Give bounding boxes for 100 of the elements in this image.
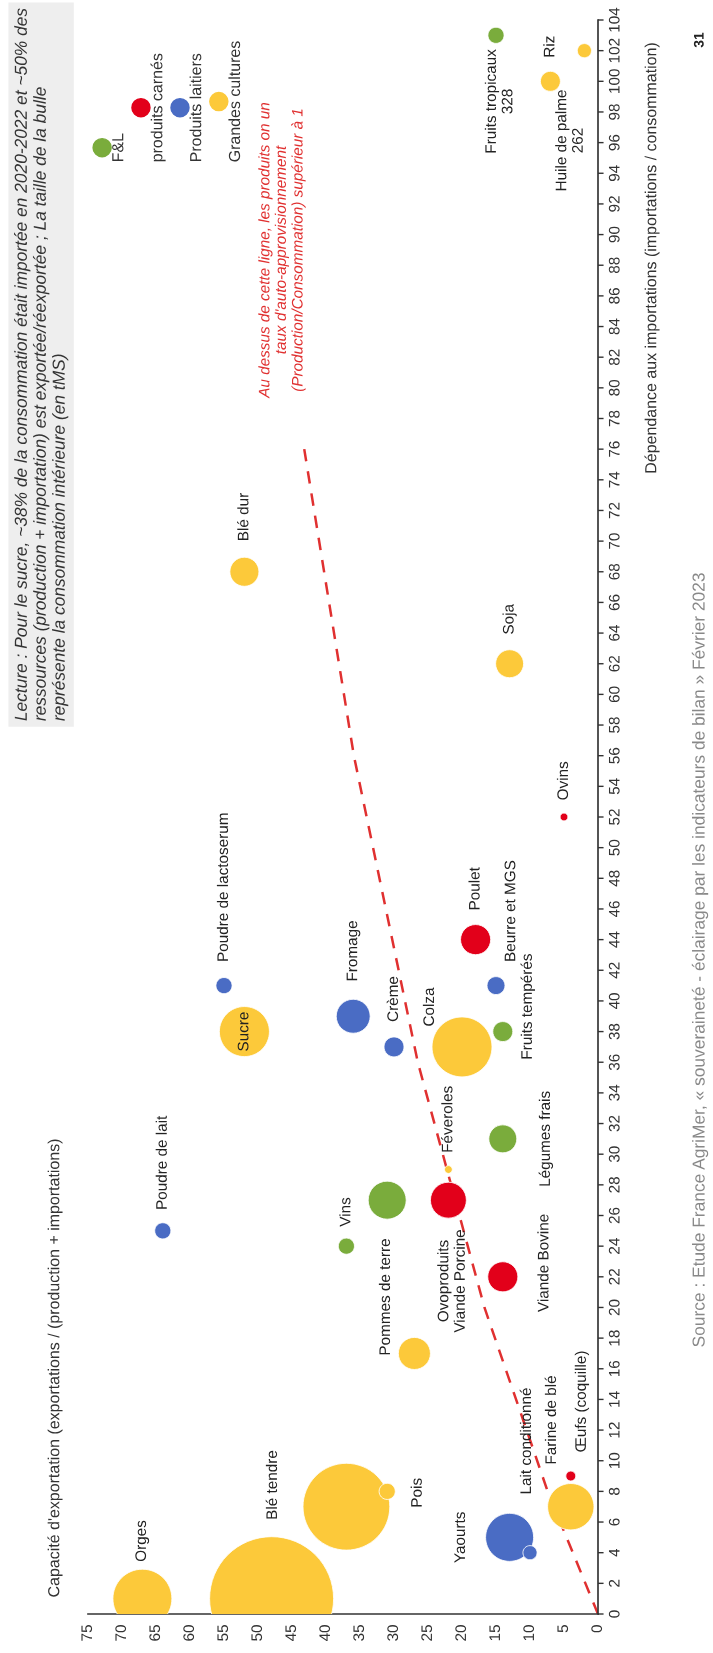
annotation: Fruits tropicaux 328 <box>484 49 513 153</box>
text: 31 <box>693 32 704 48</box>
x-tick-label: 55 <box>217 1625 229 1641</box>
y-tick-label: 56 <box>608 747 620 764</box>
x-tick-label: 40 <box>319 1625 331 1642</box>
y-tick-label: 30 <box>608 1146 620 1163</box>
annotation: Yaourts <box>454 1512 466 1563</box>
x-tick-label: 60 <box>183 1625 195 1641</box>
x-tick-label: 35 <box>353 1625 365 1641</box>
x-tick-label: 65 <box>149 1625 161 1641</box>
y-tick-label: 94 <box>608 165 620 182</box>
legend-label: produits carnés <box>150 53 166 162</box>
y-tick-label: 60 <box>608 686 620 703</box>
annotation: Huile de palme 262 <box>555 90 583 191</box>
y-tick-label: 6 <box>608 1518 620 1526</box>
annotation: Poudre de lait <box>155 1115 167 1209</box>
annotation: Vins <box>339 1197 351 1227</box>
y-tick-label: 82 <box>608 349 620 366</box>
annotation: Ovoproduits Viande Porcine <box>437 1230 465 1333</box>
annotation: Fruits tempérés <box>520 954 536 1059</box>
y-tick-label: 86 <box>608 288 620 304</box>
annotation: Œufs (coquille) <box>574 1351 590 1452</box>
y-tick-label: 68 <box>608 563 620 580</box>
y-tick-label: 54 <box>608 778 620 795</box>
annotation: Farine de blé <box>544 1376 557 1464</box>
annotation: Ovins <box>556 761 569 800</box>
y-tick-label: 46 <box>608 901 620 918</box>
legend-label: Grandes cultures <box>228 41 241 162</box>
y-tick-label: 14 <box>608 1391 620 1407</box>
annotation: Sucre <box>237 1012 249 1051</box>
annotation: Poudre de lactoserum <box>216 813 229 961</box>
y-tick-label: 8 <box>608 1487 620 1495</box>
annotation: Pois <box>410 1478 422 1507</box>
y-tick-label: 32 <box>608 1115 620 1132</box>
annotation: Fromage <box>346 921 361 981</box>
y-tick-label: 102 <box>608 38 620 63</box>
annotation: Au dessus de cette ligne, les produits on un taux d'auto-approvisionnement (Production/Consommation) supérieur à 1 <box>258 102 306 399</box>
x-tick-label: 30 <box>387 1625 399 1641</box>
annotation: Soja <box>502 603 517 634</box>
y-tick-label: 70 <box>608 533 620 549</box>
y-tick-label: 48 <box>608 870 620 887</box>
y-tick-label: 28 <box>608 1177 620 1193</box>
y-tick-label: 76 <box>608 441 620 457</box>
y-tick-label: 44 <box>608 931 620 948</box>
y-tick-label: 78 <box>608 410 620 427</box>
text: Lecture : Pour le sucre, ~38% de la consommation était importée en 2020-2022 et ~50% des ressources (production + importation) est exportée/réexportée ; La taille de la bulle représente la consommation intérieure (en tMS) <box>14 8 69 721</box>
x-tick-label: 45 <box>285 1625 297 1642</box>
x-tick-label: 5 <box>557 1625 569 1633</box>
x-tick-label: 70 <box>115 1625 127 1641</box>
y-tick-label: 80 <box>608 379 620 396</box>
annotation: Colza <box>422 987 435 1026</box>
annotation: Blé tendre <box>265 1450 278 1519</box>
annotation: Lait conditionné <box>519 1388 532 1494</box>
y-tick-label: 4 <box>608 1548 620 1557</box>
annotation: Riz <box>543 36 555 57</box>
annotation: Blé dur <box>237 493 249 540</box>
y-tick-label: 2 <box>608 1579 620 1587</box>
y-tick-label: 104 <box>608 7 620 32</box>
y-tick-label: 92 <box>608 196 620 212</box>
annotation: Orges <box>135 1520 150 1562</box>
annotation: Poulet <box>468 867 480 910</box>
y-tick-label: 22 <box>608 1269 620 1285</box>
y-tick-label: 66 <box>608 594 620 611</box>
y-axis-title: Dépendance aux importations (importations / consommation) <box>644 43 660 473</box>
annotation: Viande Bovine <box>537 1214 549 1312</box>
y-tick-label: 18 <box>608 1330 620 1346</box>
y-tick-label: 40 <box>608 993 620 1010</box>
y-tick-label: 74 <box>608 471 620 488</box>
y-tick-label: 16 <box>608 1360 620 1377</box>
annotation: Crème <box>386 976 399 1022</box>
y-tick-label: 98 <box>608 104 620 120</box>
y-tick-label: 0 <box>608 1610 620 1618</box>
y-tick-label: 20 <box>608 1299 620 1316</box>
annotation: Légumes frais <box>538 1091 554 1186</box>
y-tick-label: 50 <box>608 839 620 856</box>
y-tick-label: 84 <box>608 318 620 335</box>
y-tick-label: 36 <box>608 1054 620 1071</box>
annotation: Pommes de terre <box>378 1239 391 1355</box>
y-tick-label: 100 <box>608 69 620 93</box>
y-tick-label: 52 <box>608 809 620 825</box>
y-tick-label: 42 <box>608 962 620 979</box>
x-tick-label: 15 <box>489 1625 501 1641</box>
x-tick-label: 10 <box>523 1625 535 1641</box>
y-tick-label: 34 <box>608 1084 620 1101</box>
source-note: Source : Etude France AgriMer, « souveraineté - éclairage par les indicateurs de bilan » Février 2023 <box>691 573 709 1347</box>
y-tick-label: 26 <box>608 1207 620 1224</box>
y-tick-label: 38 <box>608 1023 620 1040</box>
y-tick-label: 24 <box>608 1238 620 1254</box>
text: Capacité d'exportation (exportations / (production + importations) <box>47 1139 63 1597</box>
x-tick-label: 0 <box>591 1625 603 1633</box>
line-series <box>302 447 598 1614</box>
y-tick-label: 96 <box>608 134 620 151</box>
y-tick-label: 10 <box>608 1452 620 1469</box>
y-tick-label: 58 <box>608 717 620 733</box>
y-tick-label: 62 <box>608 656 620 672</box>
x-tick-label: 50 <box>251 1625 263 1641</box>
legend-label: F&L <box>112 133 124 162</box>
y-tick-label: 12 <box>608 1422 620 1438</box>
y-tick-label: 88 <box>608 257 620 274</box>
annotation: Beurre et MGS <box>504 860 516 961</box>
